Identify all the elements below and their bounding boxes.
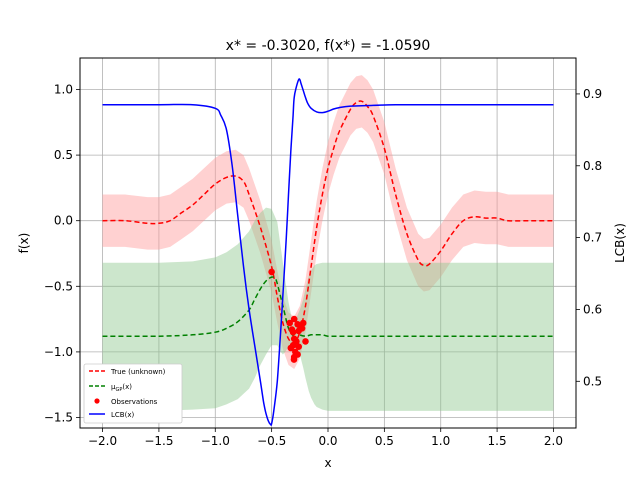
y2-axis-ticks: 0.9 0.8 0.7 0.6 0.5 bbox=[576, 87, 602, 388]
observation-point bbox=[302, 338, 309, 345]
y-axis-ticks: 1.0 0.5 0.0 −0.5 −1.0 −1.5 bbox=[44, 82, 80, 425]
x-tick-label: −0.5 bbox=[257, 434, 286, 448]
y-axis-label: f(x) bbox=[17, 233, 31, 254]
x-axis-label: x bbox=[324, 456, 331, 470]
lcb-line bbox=[102, 78, 554, 426]
y-tick-label: 1.0 bbox=[54, 82, 73, 96]
x-tick-label: 0.0 bbox=[318, 434, 337, 448]
y2-axis-label: LCB(x) bbox=[613, 223, 627, 263]
y-tick-label: 0.0 bbox=[54, 214, 73, 228]
y-tick-label: 0.5 bbox=[54, 148, 73, 162]
x-tick-label: 2.0 bbox=[544, 434, 563, 448]
observation-point bbox=[289, 328, 297, 336]
grid bbox=[80, 58, 576, 428]
observation-point bbox=[268, 268, 275, 276]
y-tick-label: −0.5 bbox=[44, 279, 73, 293]
true-function-line bbox=[102, 100, 554, 344]
series-lines bbox=[102, 78, 554, 426]
gp-mean-line bbox=[102, 276, 554, 338]
y2-tick-label: 0.8 bbox=[583, 159, 602, 173]
x-tick-label: −1.0 bbox=[201, 434, 230, 448]
y-tick-label: −1.0 bbox=[44, 345, 73, 359]
true-confidence-band bbox=[102, 75, 554, 369]
legend-label-lcb: LCB(x) bbox=[111, 411, 134, 419]
x-tick-label: −2.0 bbox=[88, 434, 117, 448]
x-tick-label: 0.5 bbox=[375, 434, 394, 448]
observation-point bbox=[290, 356, 298, 363]
legend-label-true: True (unknown) bbox=[110, 368, 166, 376]
legend-label-observations: Observations bbox=[111, 398, 158, 406]
observation-point bbox=[290, 315, 298, 323]
x-tick-label: −1.5 bbox=[144, 434, 173, 448]
y2-tick-label: 0.5 bbox=[583, 374, 602, 388]
observation-point bbox=[286, 319, 294, 327]
x-tick-label: 1.5 bbox=[488, 434, 507, 448]
observation-point bbox=[287, 344, 295, 352]
observation-point bbox=[295, 343, 303, 351]
gp-confidence-band bbox=[102, 207, 554, 411]
legend-label-gp: μGP(x) bbox=[111, 383, 132, 393]
y2-tick-label: 0.9 bbox=[583, 87, 602, 101]
observation-points bbox=[268, 268, 309, 363]
y-tick-label: −1.5 bbox=[44, 411, 73, 425]
y2-tick-label: 0.6 bbox=[583, 302, 602, 316]
legend-box bbox=[83, 363, 183, 424]
y2-tick-label: 0.7 bbox=[583, 231, 602, 245]
observation-point bbox=[299, 319, 307, 327]
legend: True (unknown) μGP(x) Observations LCB(x… bbox=[83, 363, 183, 424]
x-tick-label: 1.0 bbox=[431, 434, 450, 448]
observation-point bbox=[295, 327, 303, 335]
confidence-bands bbox=[102, 75, 554, 411]
x-axis-ticks: −2.0 −1.5 −1.0 −0.5 0.0 0.5 1.0 1.5 2.0 bbox=[88, 428, 563, 448]
legend-swatch-observations bbox=[94, 398, 100, 404]
chart-title: x* = -0.3020, f(x*) = -1.0590 bbox=[226, 38, 431, 54]
